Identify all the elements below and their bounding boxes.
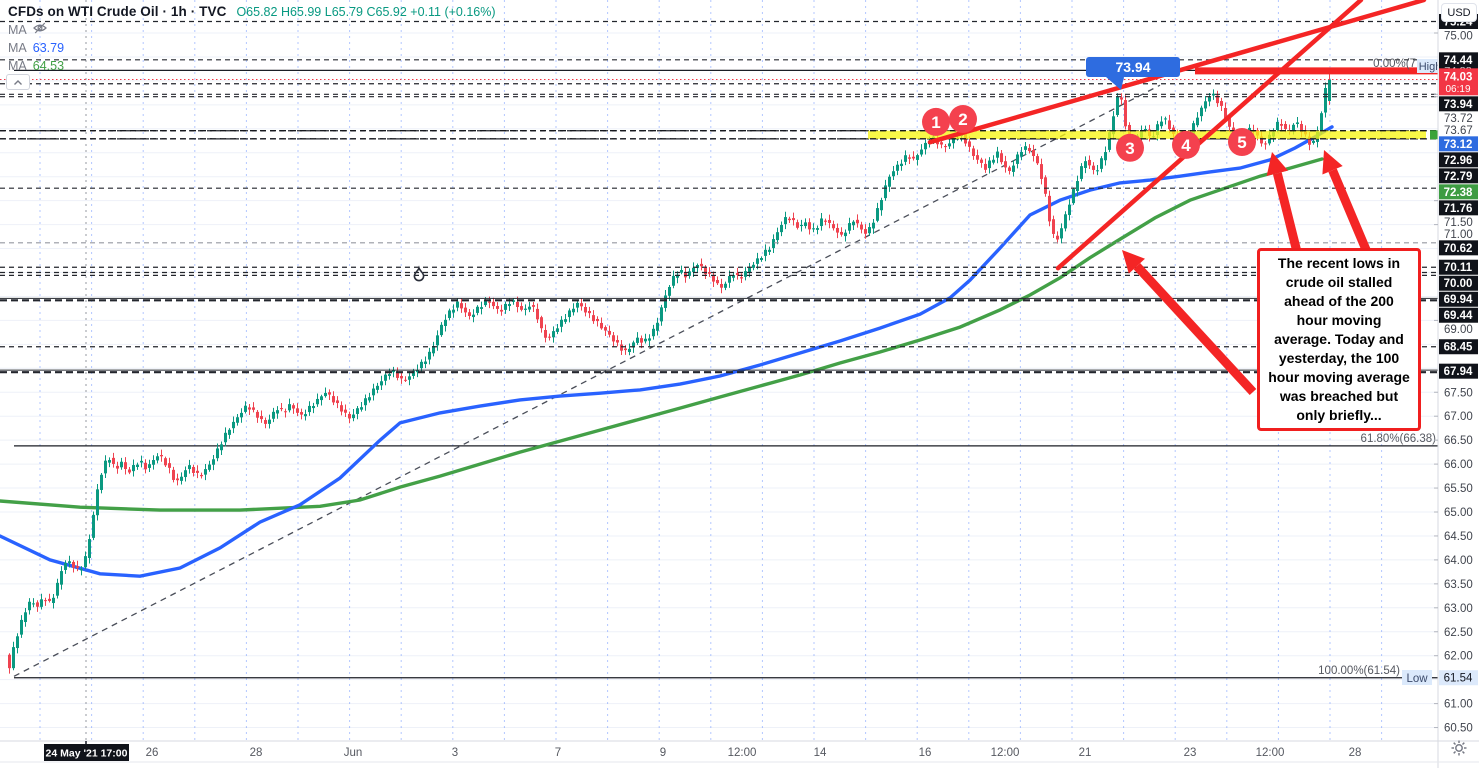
svg-text:2: 2 <box>958 110 967 129</box>
time-label-28: 28 <box>1349 747 1362 759</box>
svg-text:60.50: 60.50 <box>1444 723 1473 735</box>
svg-text:73.67: 73.67 <box>1444 125 1473 137</box>
time-label-14: 14 <box>814 747 827 759</box>
svg-text:71.50: 71.50 <box>1444 217 1473 229</box>
fib-labels: 61.80%(66.38) 100.00%(61.54) 0.00%(7 High Lo… <box>1318 58 1443 685</box>
svg-text:71.76: 71.76 <box>1444 203 1473 215</box>
svg-text:73.72: 73.72 <box>1444 113 1473 125</box>
svg-text:75.00: 75.00 <box>1444 31 1473 43</box>
svg-text:61.54: 61.54 <box>1444 673 1473 685</box>
price-axis[interactable] <box>1438 0 1479 768</box>
svg-text:64.00: 64.00 <box>1444 555 1473 567</box>
svg-text:67.50: 67.50 <box>1444 387 1473 399</box>
svg-text:70.00: 70.00 <box>1444 278 1473 290</box>
svg-text:Low: Low <box>1406 673 1428 685</box>
svg-text:65.00: 65.00 <box>1444 507 1473 519</box>
svg-text:63.50: 63.50 <box>1444 579 1473 591</box>
time-axis[interactable] <box>0 741 1479 768</box>
svg-text:64.50: 64.50 <box>1444 531 1473 543</box>
svg-text:74.44: 74.44 <box>1444 55 1473 67</box>
svg-text:65.50: 65.50 <box>1444 483 1473 495</box>
svg-text:100.00%(61.54): 100.00%(61.54) <box>1318 665 1400 677</box>
svg-text:68.45: 68.45 <box>1444 342 1473 354</box>
time-marker-badge <box>44 744 129 761</box>
time-label-23: 23 <box>1184 747 1197 759</box>
svg-text:63.00: 63.00 <box>1444 603 1473 615</box>
annotation-arrow-1[interactable] <box>1122 250 1257 396</box>
time-label-12:00: 12:00 <box>728 747 757 759</box>
annotation-note-box[interactable]: The recent lows in crude oil stalled ahe… <box>1257 248 1421 431</box>
svg-text:61.00: 61.00 <box>1444 699 1473 711</box>
time-label-16: 16 <box>919 747 932 759</box>
annotation-arrow-2[interactable] <box>1266 152 1302 254</box>
svg-text:72.38: 72.38 <box>1444 187 1473 199</box>
svg-text:72.96: 72.96 <box>1444 155 1473 167</box>
time-label-12:00: 12:00 <box>1256 747 1285 759</box>
svg-text:71.00: 71.00 <box>1444 229 1473 241</box>
svg-text:73.12: 73.12 <box>1444 139 1473 151</box>
settings-gear-icon[interactable] <box>1448 738 1470 760</box>
svg-text:1: 1 <box>931 113 940 132</box>
currency-button[interactable]: USD <box>1441 3 1477 22</box>
flame-icon[interactable] <box>413 265 425 282</box>
svg-text:67.00: 67.00 <box>1444 411 1473 423</box>
legend-collapse-button[interactable] <box>6 74 30 90</box>
svg-text:74.03: 74.03 <box>1444 71 1473 83</box>
time-axis-labels: 26 28 Jun 3 7 9 12:00 14 16 12:00 21 23 12:00 28 24 Ma… <box>44 741 1361 761</box>
svg-text:69.00: 69.00 <box>1444 324 1473 336</box>
svg-text:69.94: 69.94 <box>1444 294 1473 306</box>
svg-text:4: 4 <box>1181 136 1191 155</box>
band-handle[interactable] <box>1430 130 1439 140</box>
svg-text:06:19: 06:19 <box>1445 84 1470 95</box>
svg-text:5: 5 <box>1237 133 1246 152</box>
numbered-marker-1[interactable]: 1 <box>922 107 950 136</box>
time-label-3: 3 <box>452 747 458 759</box>
price-callout[interactable]: 73.94 <box>1086 57 1180 90</box>
numbered-marker-2[interactable]: 2 <box>949 105 977 134</box>
svg-text:73.94: 73.94 <box>1115 59 1150 75</box>
numbered-marker-4[interactable]: 4 <box>1172 130 1200 159</box>
annotation-arrow-3[interactable] <box>1322 150 1372 254</box>
fib-high-label-bg <box>1417 59 1443 73</box>
svg-text:61.80%(66.38): 61.80%(66.38) <box>1361 433 1437 445</box>
price-axis-labels: 74.2275.2475.0074.4474.0306:1973.9473.72… <box>1434 14 1478 735</box>
numbered-marker-5[interactable]: 5 <box>1228 128 1256 157</box>
svg-text:70.11: 70.11 <box>1444 262 1473 274</box>
svg-text:24 May '21 17:00: 24 May '21 17:00 <box>46 748 128 760</box>
time-label-28: 28 <box>250 747 263 759</box>
svg-text:73.94: 73.94 <box>1444 99 1473 111</box>
svg-text:72.79: 72.79 <box>1444 171 1473 183</box>
svg-text:67.94: 67.94 <box>1444 366 1473 378</box>
svg-text:69.44: 69.44 <box>1444 310 1473 322</box>
annotation-note-text: The recent lows in crude oil stalled ahe… <box>1268 254 1410 424</box>
ma-200-line[interactable] <box>0 157 1324 512</box>
svg-text:3: 3 <box>1125 139 1134 158</box>
time-label-12:00: 12:00 <box>991 747 1020 759</box>
svg-text:62.00: 62.00 <box>1444 651 1473 663</box>
time-label-26: 26 <box>146 747 159 759</box>
time-label-9: 9 <box>660 747 666 759</box>
dashed-trendline[interactable] <box>13 84 1161 677</box>
svg-text:70.62: 70.62 <box>1444 243 1473 255</box>
svg-text:High: High <box>1419 61 1442 73</box>
yellow-zone[interactable] <box>0 130 1439 140</box>
ma-100-line[interactable] <box>0 125 1334 578</box>
svg-text:62.50: 62.50 <box>1444 627 1473 639</box>
numbered-marker-3[interactable]: 3 <box>1116 133 1144 162</box>
svg-text:66.00: 66.00 <box>1444 459 1473 471</box>
svg-text:66.50: 66.50 <box>1444 435 1473 447</box>
time-label-Jun: Jun <box>344 747 363 759</box>
time-label-21: 21 <box>1079 747 1092 759</box>
fib-low-label-bg <box>1402 670 1432 685</box>
svg-text:0.00%(7: 0.00%(7 <box>1373 58 1416 70</box>
time-label-7: 7 <box>555 747 561 759</box>
